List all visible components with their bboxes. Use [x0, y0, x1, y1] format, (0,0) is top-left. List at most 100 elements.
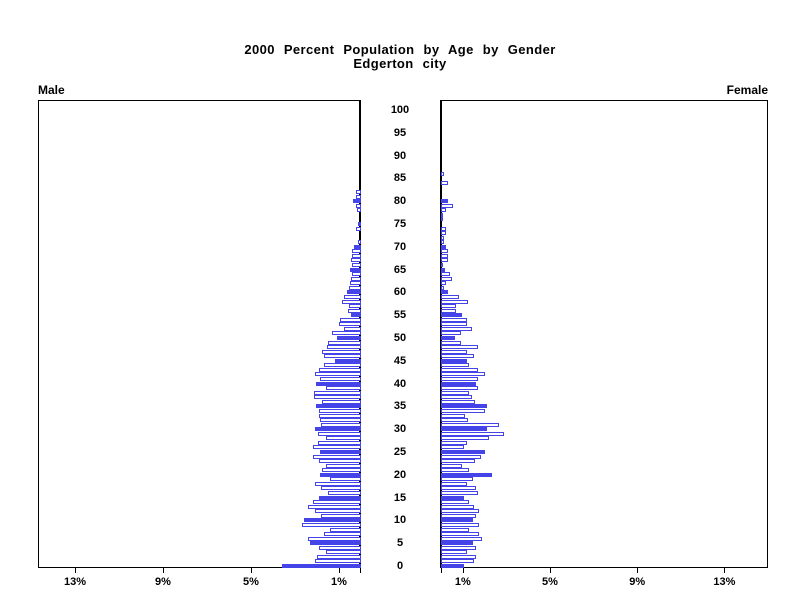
bar-male-age-14 [313, 500, 361, 504]
bar-male-age-17 [321, 486, 361, 490]
bar-female-age-64 [441, 272, 450, 276]
age-tick-45: 45 [393, 354, 407, 367]
bar-male-age-47 [322, 350, 361, 354]
bar-male-age-61 [349, 286, 361, 290]
bar-male-age-6 [308, 537, 361, 541]
bar-female-age-52 [441, 327, 472, 331]
bar-male-age-82 [356, 190, 361, 194]
bar-female-age-30 [441, 427, 487, 431]
bar-female-age-57 [441, 304, 456, 308]
age-tick-15: 15 [393, 491, 407, 504]
bar-male-age-8 [330, 528, 361, 532]
bar-male-age-4 [319, 546, 361, 550]
bar-male-age-28 [326, 436, 361, 440]
bar-female-age-21 [441, 468, 469, 472]
female-pct-label-9: 9% [629, 576, 646, 588]
bar-male-age-20 [320, 473, 361, 477]
age-tick-30: 30 [393, 423, 407, 436]
bar-male-age-60 [347, 290, 361, 294]
bar-female-age-43 [441, 368, 478, 372]
bar-female-age-49 [441, 341, 461, 345]
bar-male-age-63 [351, 277, 361, 281]
bar-male-age-45 [335, 359, 361, 363]
male-pct-tick-5 [251, 568, 252, 573]
bar-female-age-62 [441, 281, 446, 285]
bar-male-age-44 [324, 363, 361, 367]
female-panel [440, 100, 768, 568]
age-tick-0: 0 [396, 560, 404, 572]
age-tick-35: 35 [393, 400, 407, 413]
bar-female-age-2 [441, 555, 476, 559]
bar-male-age-54 [340, 318, 361, 322]
bar-female-age-25 [441, 450, 485, 454]
bar-male-age-80 [353, 199, 361, 203]
female-axis-label: Female [726, 83, 768, 97]
bar-male-age-81 [356, 195, 361, 199]
bar-female-age-36 [441, 400, 475, 404]
bar-male-age-56 [348, 309, 361, 313]
bar-female-age-63 [441, 277, 452, 281]
age-tick-5: 5 [396, 537, 404, 550]
male-pct-tick-1 [339, 568, 340, 573]
bar-female-age-26 [441, 445, 464, 449]
bar-female-age-84 [441, 181, 448, 185]
bar-female-age-11 [441, 514, 476, 518]
bar-male-age-29 [318, 432, 361, 436]
bar-male-age-57 [349, 304, 361, 308]
age-tick-65: 65 [393, 263, 407, 276]
bar-male-age-7 [324, 532, 361, 536]
bar-male-age-55 [351, 313, 361, 317]
age-tick-50: 50 [393, 332, 407, 344]
bar-female-age-7 [441, 532, 479, 536]
bar-male-age-65 [350, 268, 361, 272]
bar-male-age-34 [319, 409, 361, 413]
bar-male-age-41 [320, 377, 361, 381]
male-pct-label-13: 13% [63, 576, 87, 588]
age-tick-60: 60 [393, 286, 407, 299]
age-tick-75: 75 [393, 218, 407, 230]
age-tick-10: 10 [393, 514, 407, 527]
bar-female-age-50 [441, 336, 455, 340]
bar-female-age-39 [441, 386, 478, 390]
bar-male-age-25 [320, 450, 361, 454]
age-tick-80: 80 [393, 195, 407, 208]
bar-female-age-13 [441, 505, 474, 509]
bar-male-age-37 [314, 395, 361, 399]
bar-male-age-35 [316, 404, 361, 408]
bar-female-age-71 [441, 240, 444, 244]
bar-male-age-30 [315, 427, 361, 431]
bar-female-age-66 [441, 263, 443, 267]
bar-male-age-31 [321, 423, 361, 427]
bar-female-age-34 [441, 409, 485, 413]
bar-female-age-8 [441, 528, 469, 532]
bar-female-age-12 [441, 509, 479, 513]
bar-female-age-46 [441, 354, 474, 358]
bar-male-age-69 [352, 249, 361, 253]
bar-female-age-47 [441, 350, 467, 354]
bar-male-age-38 [314, 391, 361, 395]
bar-female-age-68 [441, 254, 448, 258]
bar-male-age-23 [319, 459, 361, 463]
bar-male-age-50 [337, 336, 361, 340]
bar-female-age-42 [441, 372, 485, 376]
bar-male-age-33 [319, 414, 361, 418]
bar-female-age-17 [441, 486, 476, 490]
bar-male-age-36 [322, 400, 361, 404]
bar-female-age-14 [441, 500, 469, 504]
female-pct-tick-1 [462, 568, 464, 573]
age-tick-85: 85 [393, 172, 407, 185]
bar-female-age-23 [441, 459, 475, 463]
bar-female-age-37 [441, 395, 472, 399]
bar-male-age-49 [328, 341, 361, 345]
bar-male-age-12 [315, 509, 361, 513]
bar-female-age-58 [441, 300, 468, 304]
bar-female-age-3 [441, 550, 467, 554]
bar-female-age-79 [441, 204, 453, 208]
bar-female-age-86 [441, 172, 444, 176]
bar-male-age-68 [352, 254, 361, 258]
female-pct-tick-0 [441, 568, 442, 573]
bar-male-age-62 [350, 281, 361, 285]
bar-male-age-15 [319, 496, 361, 500]
bar-female-age-76 [441, 217, 443, 221]
